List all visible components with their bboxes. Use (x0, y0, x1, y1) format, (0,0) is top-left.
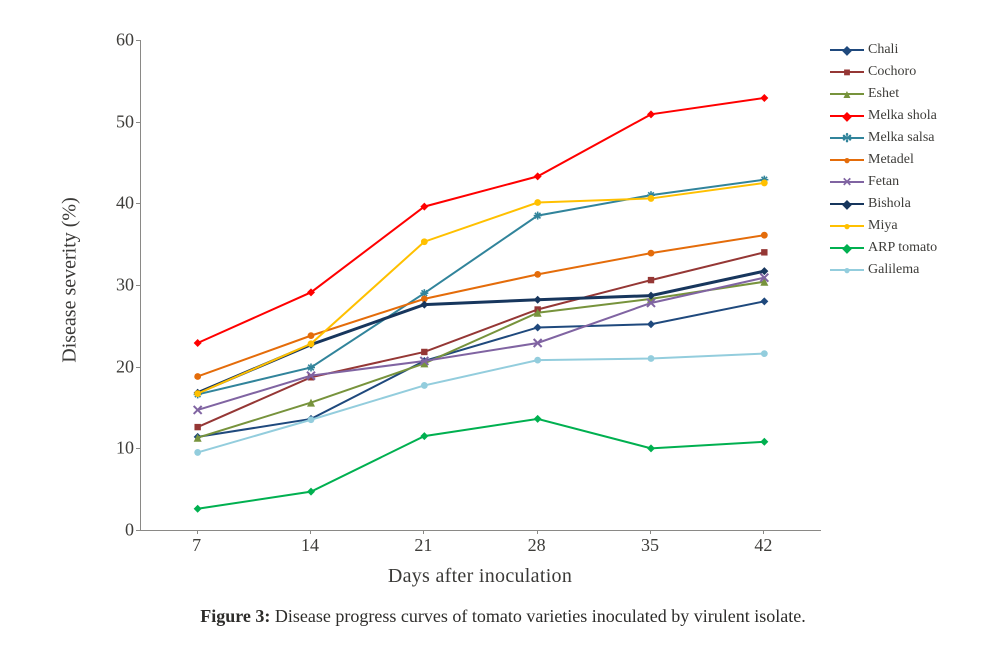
legend-item: ✻Melka salsa (830, 128, 937, 148)
y-tick-label: 40 (30, 193, 134, 214)
series-line-chali (198, 301, 765, 437)
series-line-galilema (198, 354, 765, 453)
legend-item: ◆ARP tomato (830, 238, 937, 258)
legend-label: Galilema (868, 262, 919, 278)
legend-label: ARP tomato (868, 240, 937, 256)
y-tick-label: 50 (30, 111, 134, 132)
legend-label: Miya (868, 218, 898, 234)
caption-prefix: Figure 3: (200, 606, 270, 626)
legend-label: Fetan (868, 174, 899, 190)
y-tick-label: 20 (30, 356, 134, 377)
legend-label: Eshet (868, 86, 899, 102)
x-tick-label: 35 (641, 535, 659, 556)
legend-item: ▲Eshet (830, 84, 937, 104)
legend-label: Bishola (868, 196, 911, 212)
x-tick-label: 42 (754, 535, 772, 556)
series-line-melka shola (198, 98, 765, 343)
x-tick-label: 28 (528, 535, 546, 556)
y-tick-label: 30 (30, 275, 134, 296)
plot-area (140, 40, 821, 531)
x-axis-label: Days after inoculation (388, 565, 572, 588)
legend-item: ●Miya (830, 216, 937, 236)
legend-item: ◆Chali (830, 40, 937, 60)
caption-text: Disease progress curves of tomato variet… (270, 606, 805, 626)
legend-label: Metadel (868, 152, 914, 168)
x-tick-label: 21 (414, 535, 432, 556)
legend-item: ✕Fetan (830, 172, 937, 192)
series-line-cochoro (198, 252, 765, 427)
legend-item: ●Metadel (830, 150, 937, 170)
legend-item: ◆Bishola (830, 194, 937, 214)
y-tick-label: 60 (30, 30, 134, 51)
legend-item: ■Cochoro (830, 62, 937, 82)
legend-label: Melka salsa (868, 130, 934, 146)
y-tick-label: 10 (30, 438, 134, 459)
y-tick-label: 0 (30, 520, 134, 541)
chart-area: Disease severity (%) Days after inoculat… (30, 20, 976, 600)
legend-label: Cochoro (868, 64, 916, 80)
legend-item: ◆Melka shola (830, 106, 937, 126)
plot-svg (141, 40, 821, 530)
x-tick-label: 14 (301, 535, 319, 556)
legend-label: Chali (868, 42, 898, 58)
legend-label: Melka shola (868, 108, 937, 124)
figure-caption: Figure 3: Disease progress curves of tom… (30, 606, 976, 627)
x-tick-label: 7 (192, 535, 201, 556)
legend: ◆Chali■Cochoro▲Eshet◆Melka shola✻Melka s… (830, 40, 937, 282)
series-line-arp tomato (198, 419, 765, 509)
legend-item: ●Galilema (830, 260, 937, 280)
chart-wrapper: Disease severity (%) Days after inoculat… (30, 20, 976, 627)
